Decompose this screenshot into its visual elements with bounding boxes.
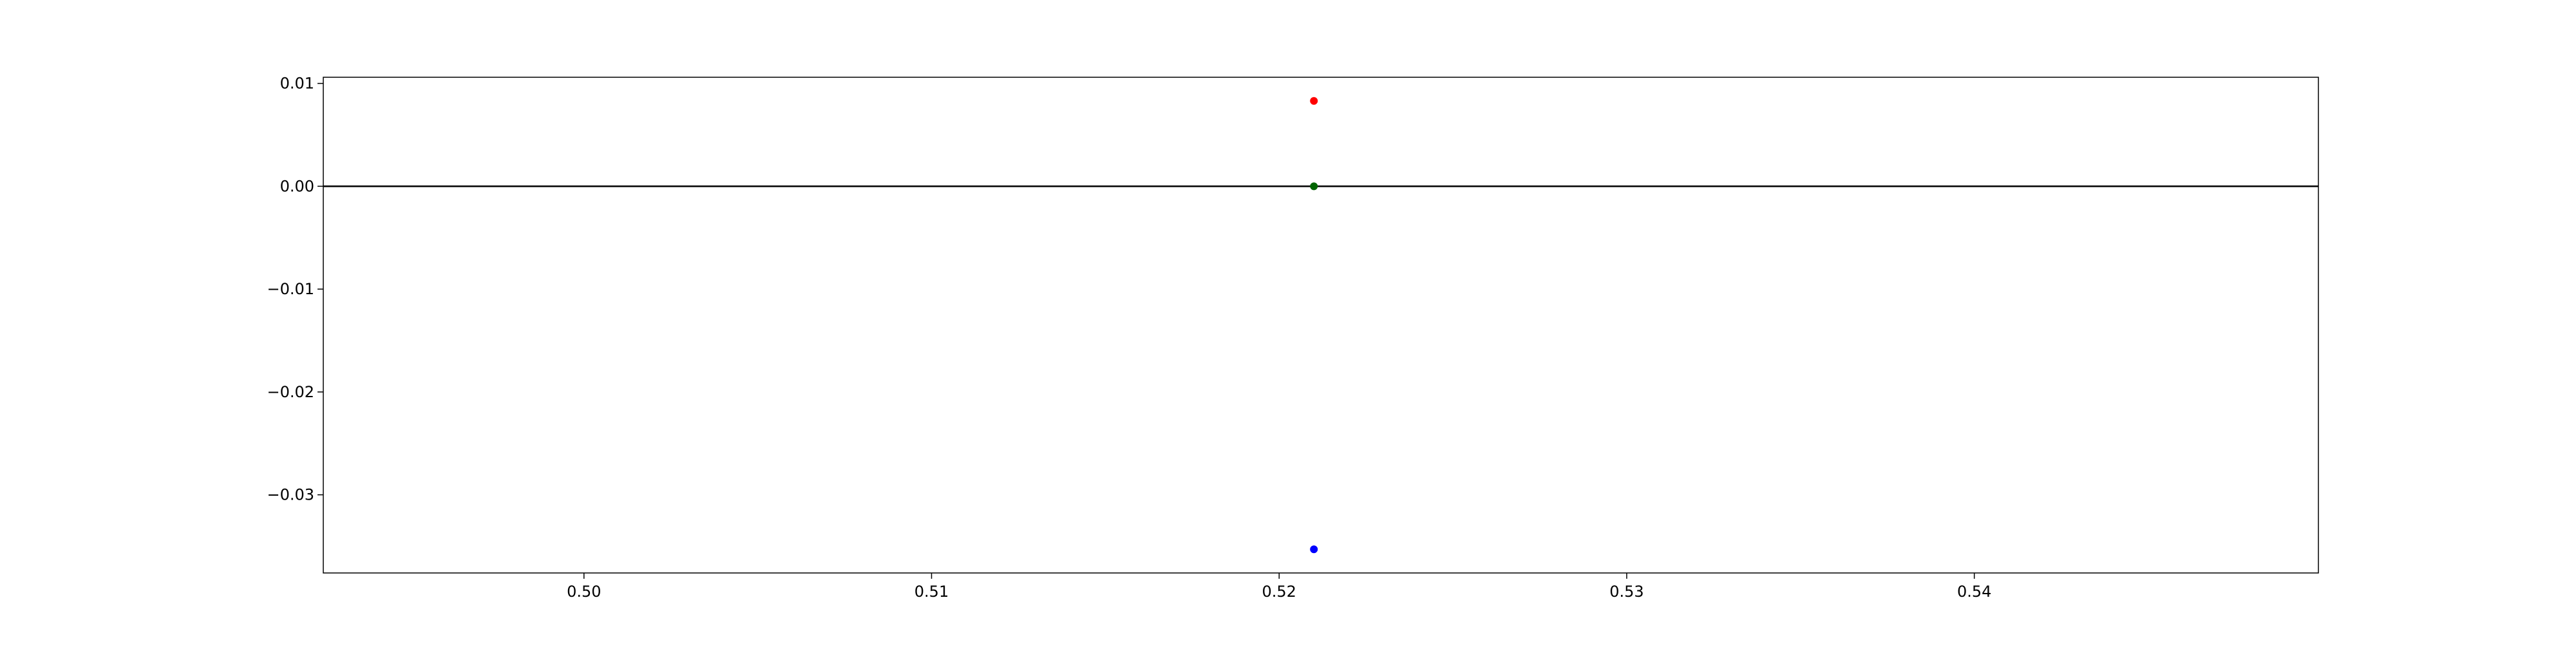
y-tick-label: 0.00 [280, 177, 314, 195]
y-tick-label: −0.03 [267, 486, 314, 504]
x-tick-label: 0.53 [1609, 583, 1643, 601]
data-point [1310, 182, 1318, 191]
y-tick-label: 0.01 [280, 75, 314, 93]
x-tick-label: 0.54 [1957, 583, 1991, 601]
x-tick-label: 0.52 [1262, 583, 1296, 601]
x-tick-label: 0.50 [567, 583, 601, 601]
data-point [1310, 545, 1318, 554]
data-point [1310, 97, 1318, 105]
axes-frame [323, 77, 2319, 574]
x-tick-label: 0.51 [914, 583, 949, 601]
y-tick-label: −0.01 [267, 280, 314, 298]
y-tick-label: −0.02 [267, 383, 314, 401]
